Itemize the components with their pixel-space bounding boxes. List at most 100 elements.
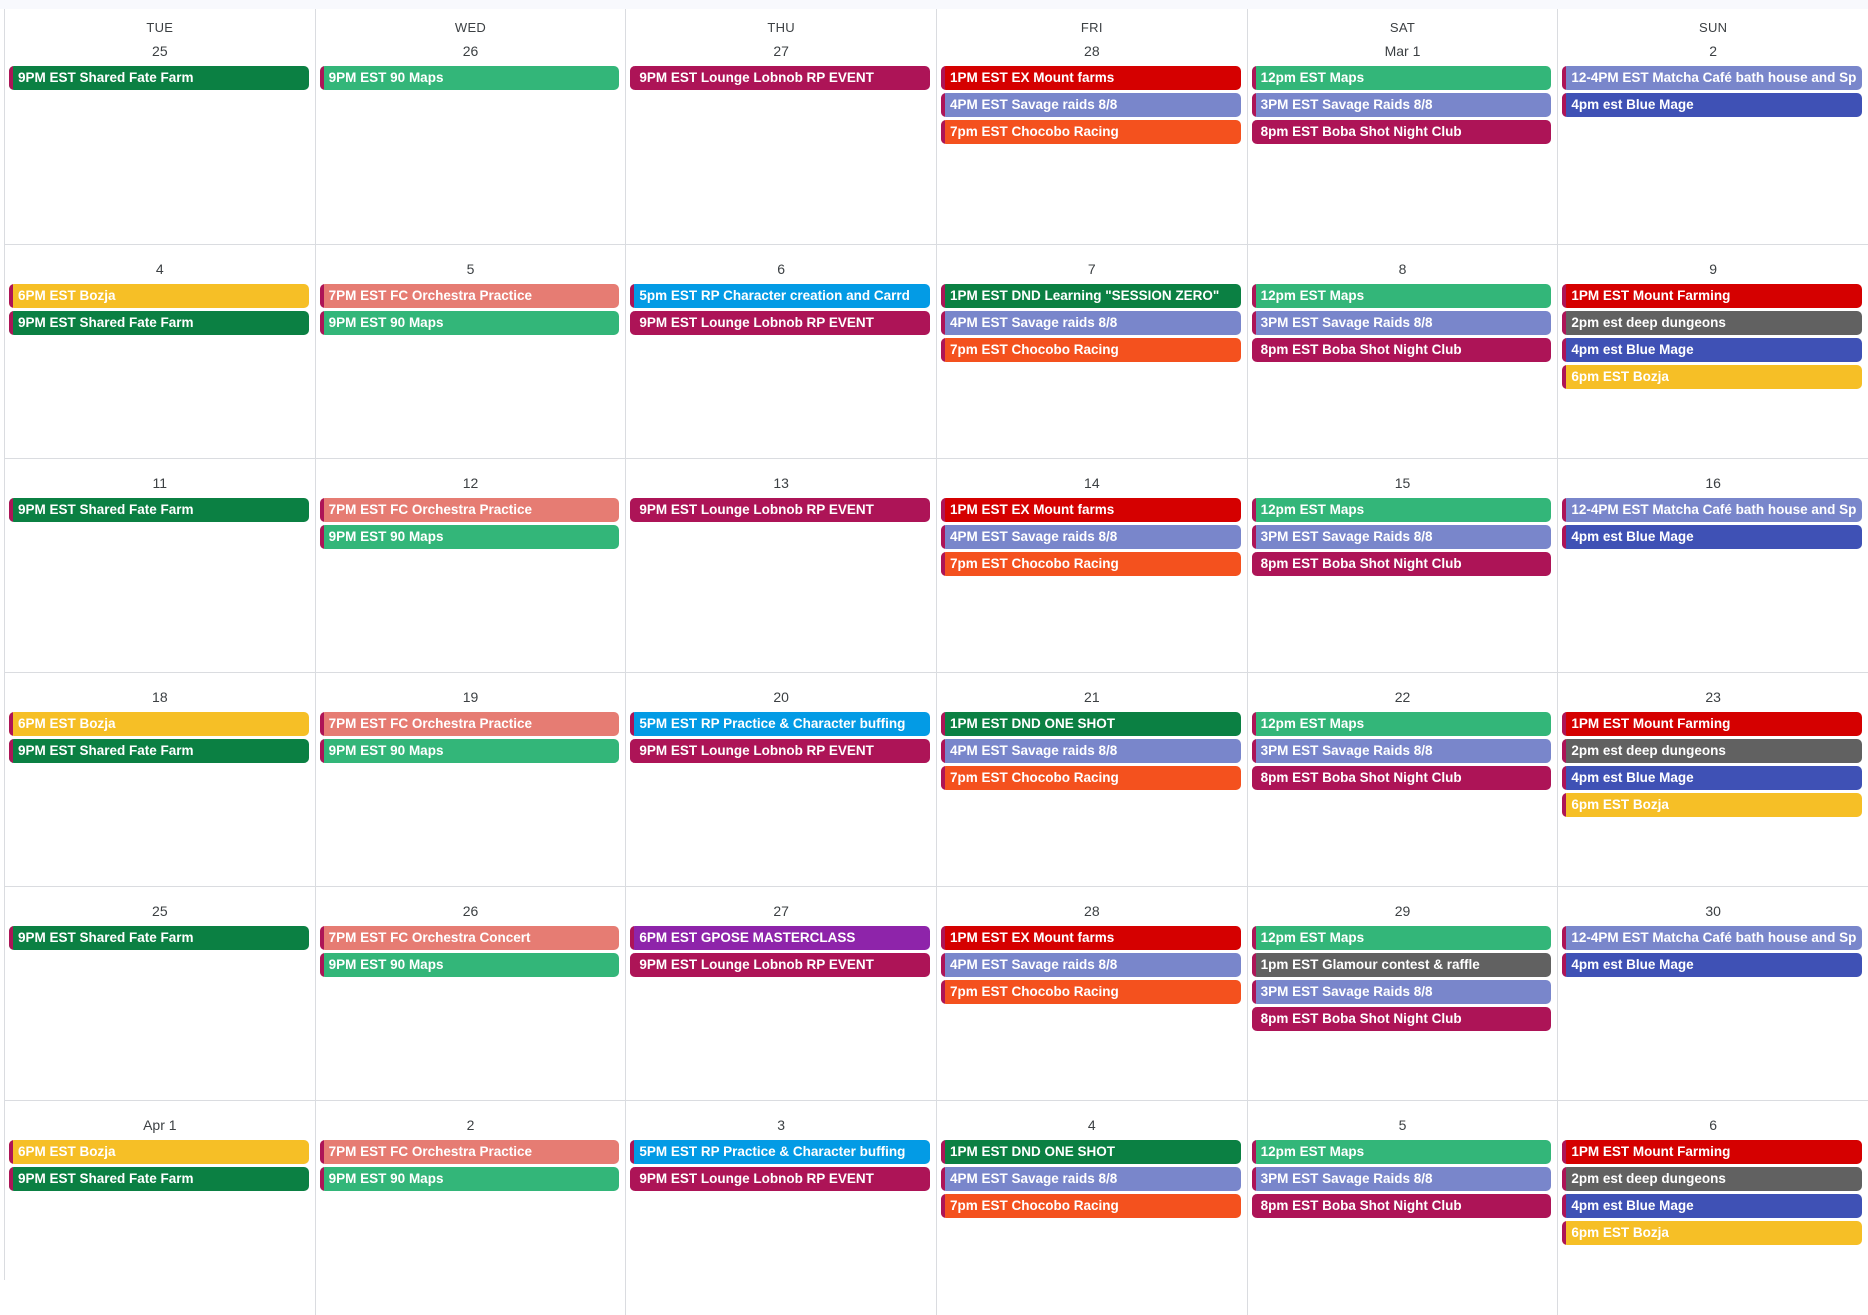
day-cell[interactable]: 4 6PM EST Bozja 9PM EST Shared Fate Farm — [5, 245, 316, 459]
event-chip[interactable]: 7PM EST FC Orchestra Concert — [319, 926, 620, 950]
day-number[interactable]: 2 — [466, 1117, 475, 1133]
day-cell[interactable]: 16 12-4PM EST Matcha Café bath house and … — [1558, 459, 1868, 673]
day-cell[interactable]: 21 1PM EST DND ONE SHOT 4PM EST Savage rai… — [936, 673, 1248, 887]
day-number[interactable]: 25 — [152, 903, 168, 919]
day-number[interactable]: 22 — [1394, 689, 1411, 705]
event-chip[interactable]: 2pm est deep dungeons — [1562, 311, 1862, 335]
event-chip[interactable]: 7PM EST FC Orchestra Practice — [319, 498, 620, 522]
event-chip[interactable]: 6pm EST Bozja — [1562, 1221, 1862, 1245]
event-chip[interactable]: 9PM EST 90 Maps — [319, 739, 620, 763]
day-number[interactable]: 19 — [462, 689, 479, 705]
event-chip[interactable]: 4PM EST Savage raids 8/8 — [940, 1167, 1241, 1191]
day-cell[interactable]: SUN 2 12-4PM EST Matcha Café bath house an… — [1558, 9, 1868, 245]
event-chip[interactable]: 1PM EST Mount Farming — [1562, 1140, 1862, 1164]
day-number[interactable]: 3 — [777, 1117, 786, 1133]
event-chip[interactable]: 4PM EST Savage raids 8/8 — [940, 739, 1241, 763]
day-number[interactable]: 16 — [1705, 475, 1721, 491]
day-number[interactable]: 6 — [777, 261, 786, 277]
day-cell[interactable]: 22 12pm EST Maps 3PM EST Savage Raids 8/8 8… — [1247, 673, 1559, 887]
day-cell[interactable]: 14 1PM EST EX Mount farms 4PM EST Savage r… — [936, 459, 1248, 673]
day-number[interactable]: 30 — [1705, 903, 1721, 919]
day-number[interactable]: 27 — [773, 43, 789, 59]
event-chip[interactable]: 9PM EST 90 Maps — [319, 311, 620, 335]
event-chip[interactable]: 5pm EST RP Character creation and Carrd — [630, 284, 930, 308]
event-chip[interactable]: 5PM EST RP Practice & Character buffing — [630, 1140, 930, 1164]
event-chip[interactable]: 1PM EST Mount Farming — [1562, 284, 1862, 308]
day-number[interactable]: 25 — [152, 43, 168, 59]
day-cell[interactable]: 7 1PM EST DND Learning "SESSION ZERO" 4PM … — [936, 245, 1248, 459]
event-chip[interactable]: 4pm est Blue Mage — [1562, 953, 1862, 977]
event-chip[interactable]: 8pm EST Boba Shot Night Club — [1251, 552, 1552, 576]
day-cell[interactable]: 4 1PM EST DND ONE SHOT 4PM EST Savage raid… — [937, 1101, 1248, 1315]
event-chip[interactable]: 8pm EST Boba Shot Night Club — [1251, 1007, 1552, 1031]
day-number[interactable]: 8 — [1398, 261, 1407, 277]
event-chip[interactable]: 4pm est Blue Mage — [1562, 1194, 1862, 1218]
event-chip[interactable]: 1PM EST DND ONE SHOT — [940, 712, 1241, 736]
event-chip[interactable]: 7pm EST Chocobo Racing — [940, 120, 1241, 144]
day-number[interactable]: 9 — [1709, 261, 1718, 277]
event-chip[interactable]: 7PM EST FC Orchestra Practice — [319, 1140, 620, 1164]
day-cell[interactable]: THU 27 9PM EST Lounge Lobnob RP EVENT — [626, 9, 937, 245]
event-chip[interactable]: 4pm est Blue Mage — [1562, 525, 1862, 549]
event-chip[interactable]: 3PM EST Savage Raids 8/8 — [1251, 311, 1552, 335]
event-chip[interactable]: 6PM EST GPOSE MASTERCLASS — [630, 926, 930, 950]
day-cell[interactable]: 5 7PM EST FC Orchestra Practice 9PM EST 90… — [315, 245, 627, 459]
event-chip[interactable]: 1PM EST EX Mount farms — [940, 498, 1241, 522]
event-chip[interactable]: 1PM EST EX Mount farms — [940, 66, 1241, 90]
day-cell[interactable]: 30 12-4PM EST Matcha Café bath house and … — [1558, 887, 1868, 1101]
day-cell[interactable]: TUE 25 9PM EST Shared Fate Farm — [5, 9, 316, 245]
day-cell[interactable]: 29 12pm EST Maps 1pm EST Glamour contest &… — [1247, 887, 1559, 1101]
event-chip[interactable]: 7pm EST Chocobo Racing — [940, 552, 1241, 576]
event-chip[interactable]: 12pm EST Maps — [1251, 712, 1552, 736]
day-number[interactable]: 23 — [1705, 689, 1721, 705]
event-chip[interactable]: 1PM EST Mount Farming — [1562, 712, 1862, 736]
day-number[interactable]: 4 — [155, 261, 164, 277]
day-number[interactable]: 15 — [1394, 475, 1411, 491]
event-chip[interactable]: 9PM EST Lounge Lobnob RP EVENT — [630, 311, 930, 335]
day-number[interactable]: 4 — [1087, 1117, 1096, 1133]
day-cell[interactable]: 20 5PM EST RP Practice & Character buffin… — [626, 673, 937, 887]
event-chip[interactable]: 9PM EST Shared Fate Farm — [9, 498, 309, 522]
day-number[interactable]: 28 — [1084, 903, 1100, 919]
day-cell[interactable]: 18 6PM EST Bozja 9PM EST Shared Fate Farm — [5, 673, 316, 887]
event-chip[interactable]: 6pm EST Bozja — [1562, 365, 1862, 389]
event-chip[interactable]: 12-4PM EST Matcha Café bath house and Sp — [1562, 498, 1862, 522]
event-chip[interactable]: 9PM EST Shared Fate Farm — [9, 66, 309, 90]
day-cell[interactable]: 27 6PM EST GPOSE MASTERCLASS 9PM EST Loung… — [626, 887, 937, 1101]
event-chip[interactable]: 3PM EST Savage Raids 8/8 — [1251, 93, 1552, 117]
event-chip[interactable]: 9PM EST Lounge Lobnob RP EVENT — [630, 1167, 930, 1191]
day-cell[interactable]: SAT Mar 1 12pm EST Maps 3PM EST Savage Raid… — [1247, 9, 1559, 245]
event-chip[interactable]: 9PM EST 90 Maps — [319, 1167, 620, 1191]
event-chip[interactable]: 9PM EST Lounge Lobnob RP EVENT — [630, 66, 930, 90]
day-number[interactable]: 11 — [152, 475, 168, 491]
day-number[interactable]: 26 — [462, 903, 479, 919]
day-cell[interactable]: 9 1PM EST Mount Farming 2pm est deep dunge… — [1558, 245, 1868, 459]
event-chip[interactable]: 5PM EST RP Practice & Character buffing — [630, 712, 930, 736]
event-chip[interactable]: 8pm EST Boba Shot Night Club — [1251, 1194, 1552, 1218]
day-number[interactable]: Apr 1 — [143, 1117, 177, 1133]
event-chip[interactable]: 7PM EST FC Orchestra Practice — [319, 712, 620, 736]
day-number[interactable]: 7 — [1087, 261, 1096, 277]
event-chip[interactable]: 6PM EST Bozja — [9, 712, 309, 736]
event-chip[interactable]: 6pm EST Bozja — [1562, 793, 1862, 817]
day-cell[interactable]: 28 1PM EST EX Mount farms 4PM EST Savage r… — [936, 887, 1248, 1101]
event-chip[interactable]: 2pm est deep dungeons — [1562, 739, 1862, 763]
day-number[interactable]: 18 — [152, 689, 168, 705]
day-cell[interactable]: 25 9PM EST Shared Fate Farm — [5, 887, 316, 1101]
event-chip[interactable]: 4PM EST Savage raids 8/8 — [940, 525, 1241, 549]
event-chip[interactable]: 9PM EST Shared Fate Farm — [9, 311, 309, 335]
day-number[interactable]: 20 — [773, 689, 789, 705]
event-chip[interactable]: 7PM EST FC Orchestra Practice — [319, 284, 620, 308]
day-number[interactable]: 2 — [1709, 43, 1718, 59]
day-number[interactable]: 27 — [773, 903, 789, 919]
day-number[interactable]: Mar 1 — [1384, 43, 1421, 59]
event-chip[interactable]: 12pm EST Maps — [1251, 284, 1552, 308]
day-cell[interactable]: 11 9PM EST Shared Fate Farm — [5, 459, 316, 673]
event-chip[interactable]: 7pm EST Chocobo Racing — [940, 980, 1241, 1004]
event-chip[interactable]: 4PM EST Savage raids 8/8 — [940, 953, 1241, 977]
event-chip[interactable]: 4pm est Blue Mage — [1562, 338, 1862, 362]
event-chip[interactable]: 9PM EST 90 Maps — [319, 525, 620, 549]
day-number[interactable]: 28 — [1084, 43, 1100, 59]
day-number[interactable]: 29 — [1394, 903, 1411, 919]
day-cell[interactable]: 19 7PM EST FC Orchestra Practice 9PM EST 9… — [315, 673, 627, 887]
